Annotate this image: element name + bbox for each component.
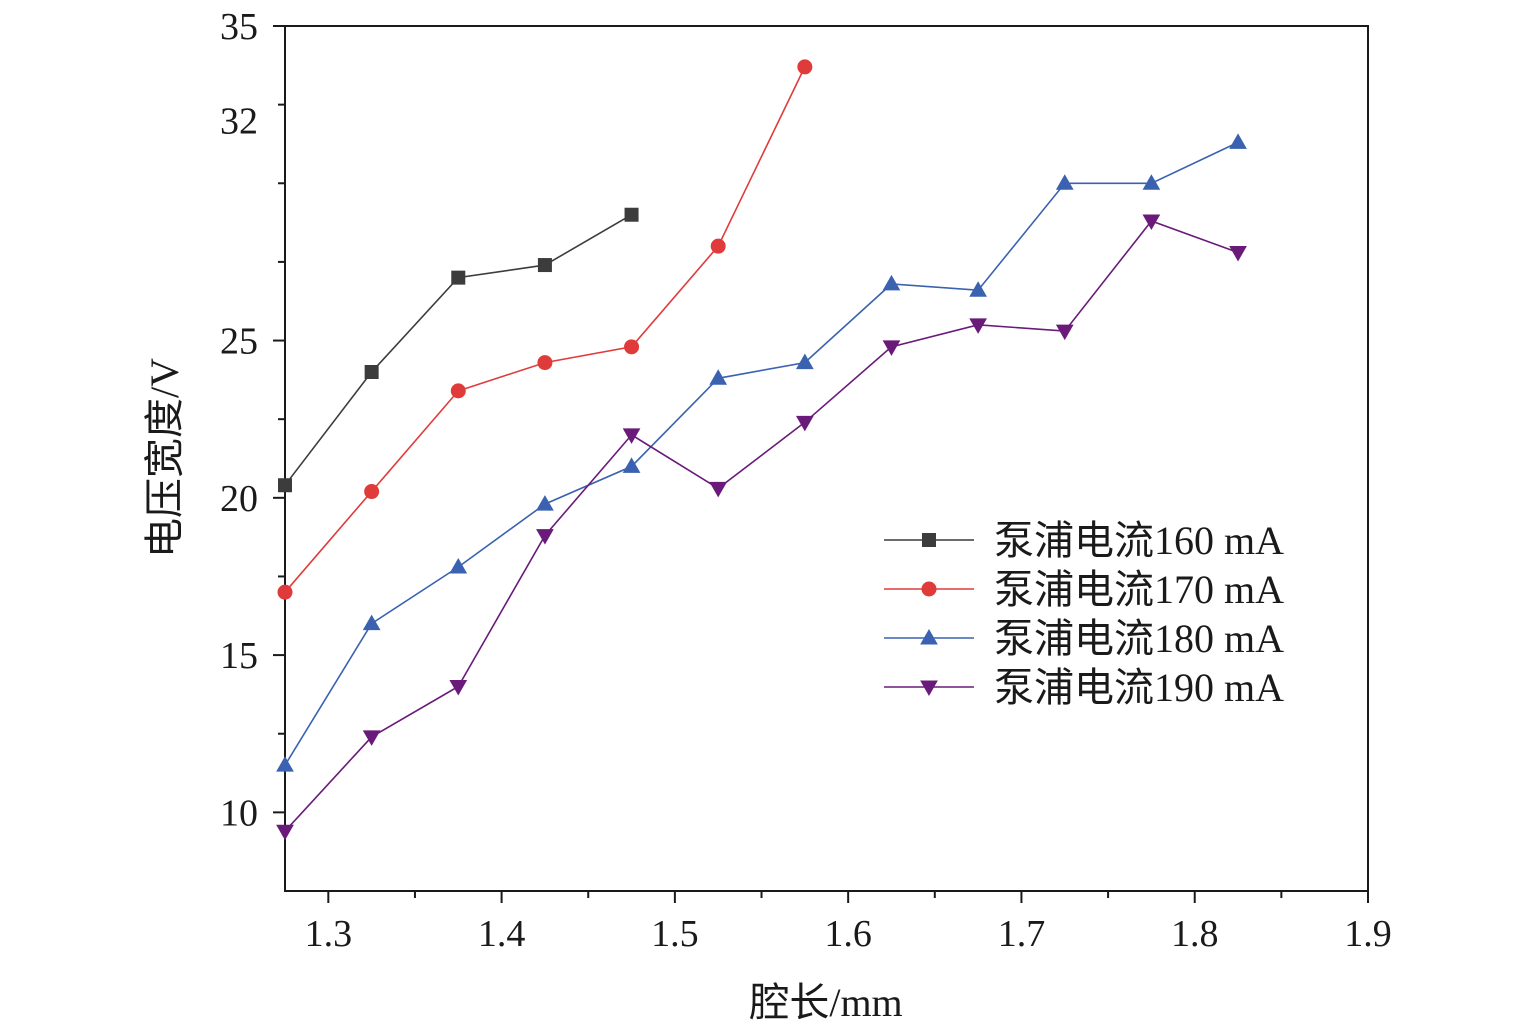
data-point-triangle-down	[622, 428, 641, 444]
data-point-triangle-up	[882, 274, 901, 291]
x-tick-label: 1.7	[998, 913, 1046, 955]
data-point-square	[624, 207, 639, 222]
data-point-circle	[710, 238, 726, 254]
data-point-triangle-down	[362, 730, 381, 746]
ticks: 1.3 1.4 1.5 1.6 1.7 1.8 1.9 10 15 20 25 32 35	[220, 6, 1392, 955]
x-tick-label: 1.5	[651, 913, 699, 955]
data-point-circle	[450, 383, 466, 399]
data-point-circle	[921, 581, 937, 597]
data-point-square	[278, 478, 292, 493]
axes	[284, 25, 1369, 892]
data-point-circle	[364, 484, 380, 500]
x-tick-label: 1.4	[478, 913, 526, 955]
data-point-circle	[537, 355, 553, 371]
series-1	[278, 207, 639, 493]
data-point-triangle-up	[1229, 133, 1247, 149]
y-axis-label: 电压宽度/V	[142, 358, 187, 558]
data-point-square	[537, 258, 552, 273]
data-point-triangle-up	[362, 614, 381, 631]
legend-label: 泵浦电流180 mA	[994, 616, 1284, 661]
y-tick-label: 32	[220, 100, 258, 142]
data-point-triangle-down	[795, 415, 814, 432]
data-point-triangle-down	[1229, 245, 1247, 262]
data-point-triangle-up	[969, 281, 987, 297]
y-tick-label: 20	[220, 478, 258, 520]
data-point-triangle-down	[536, 529, 554, 545]
data-point-circle	[797, 59, 813, 75]
data-point-triangle-down	[882, 340, 901, 356]
data-point-triangle-down	[1142, 214, 1161, 231]
data-point-triangle-up	[536, 495, 554, 511]
data-point-triangle-up	[622, 457, 641, 473]
data-point-triangle-down	[709, 481, 728, 498]
y-tick-label: 35	[220, 6, 258, 48]
series-3	[276, 133, 1247, 772]
data-point-triangle-down	[1055, 324, 1074, 341]
x-tick-label: 1.6	[824, 913, 872, 955]
data-point-square	[922, 533, 936, 547]
legend-label: 泵浦电流160 mA	[994, 518, 1284, 563]
data-point-square	[451, 270, 466, 285]
data-point-triangle-up	[1055, 174, 1074, 190]
y-tick-label: 15	[220, 635, 258, 677]
series-4	[276, 214, 1247, 841]
data-point-circle	[624, 339, 640, 355]
data-point-triangle-down	[276, 824, 294, 841]
y-tick-label: 10	[220, 792, 258, 834]
data-point-triangle-down	[920, 680, 938, 697]
plot-frame	[284, 25, 1369, 892]
series-line	[284, 141, 1239, 766]
data-point-triangle-up	[795, 353, 814, 370]
legend-item: 泵浦电流190 mA	[884, 665, 1284, 710]
x-tick-label: 1.3	[305, 913, 353, 955]
legend-item: 泵浦电流180 mA	[884, 616, 1284, 661]
series-line	[284, 220, 1239, 832]
x-tick-label: 1.8	[1171, 913, 1219, 955]
data-point-triangle-up	[920, 628, 938, 645]
series-line	[284, 214, 633, 486]
x-axis-label: 腔长/mm	[749, 980, 902, 1025]
data-point-square	[364, 365, 379, 379]
x-tick-label: 1.9	[1344, 913, 1392, 955]
legend-item: 泵浦电流160 mA	[884, 518, 1284, 563]
series-group	[276, 59, 1247, 841]
legend-item: 泵浦电流170 mA	[884, 567, 1284, 612]
data-point-triangle-up	[449, 558, 468, 574]
data-point-triangle-up	[276, 756, 294, 772]
legend-label: 泵浦电流170 mA	[994, 567, 1284, 612]
data-point-triangle-down	[969, 318, 987, 334]
series-2	[277, 59, 813, 600]
data-point-triangle-up	[709, 369, 728, 385]
data-point-circle	[277, 584, 293, 600]
legend-label: 泵浦电流190 mA	[994, 665, 1284, 710]
data-point-triangle-up	[1142, 174, 1161, 190]
data-point-triangle-down	[449, 680, 468, 696]
y-tick-label: 25	[220, 321, 258, 363]
series-line	[284, 66, 806, 593]
